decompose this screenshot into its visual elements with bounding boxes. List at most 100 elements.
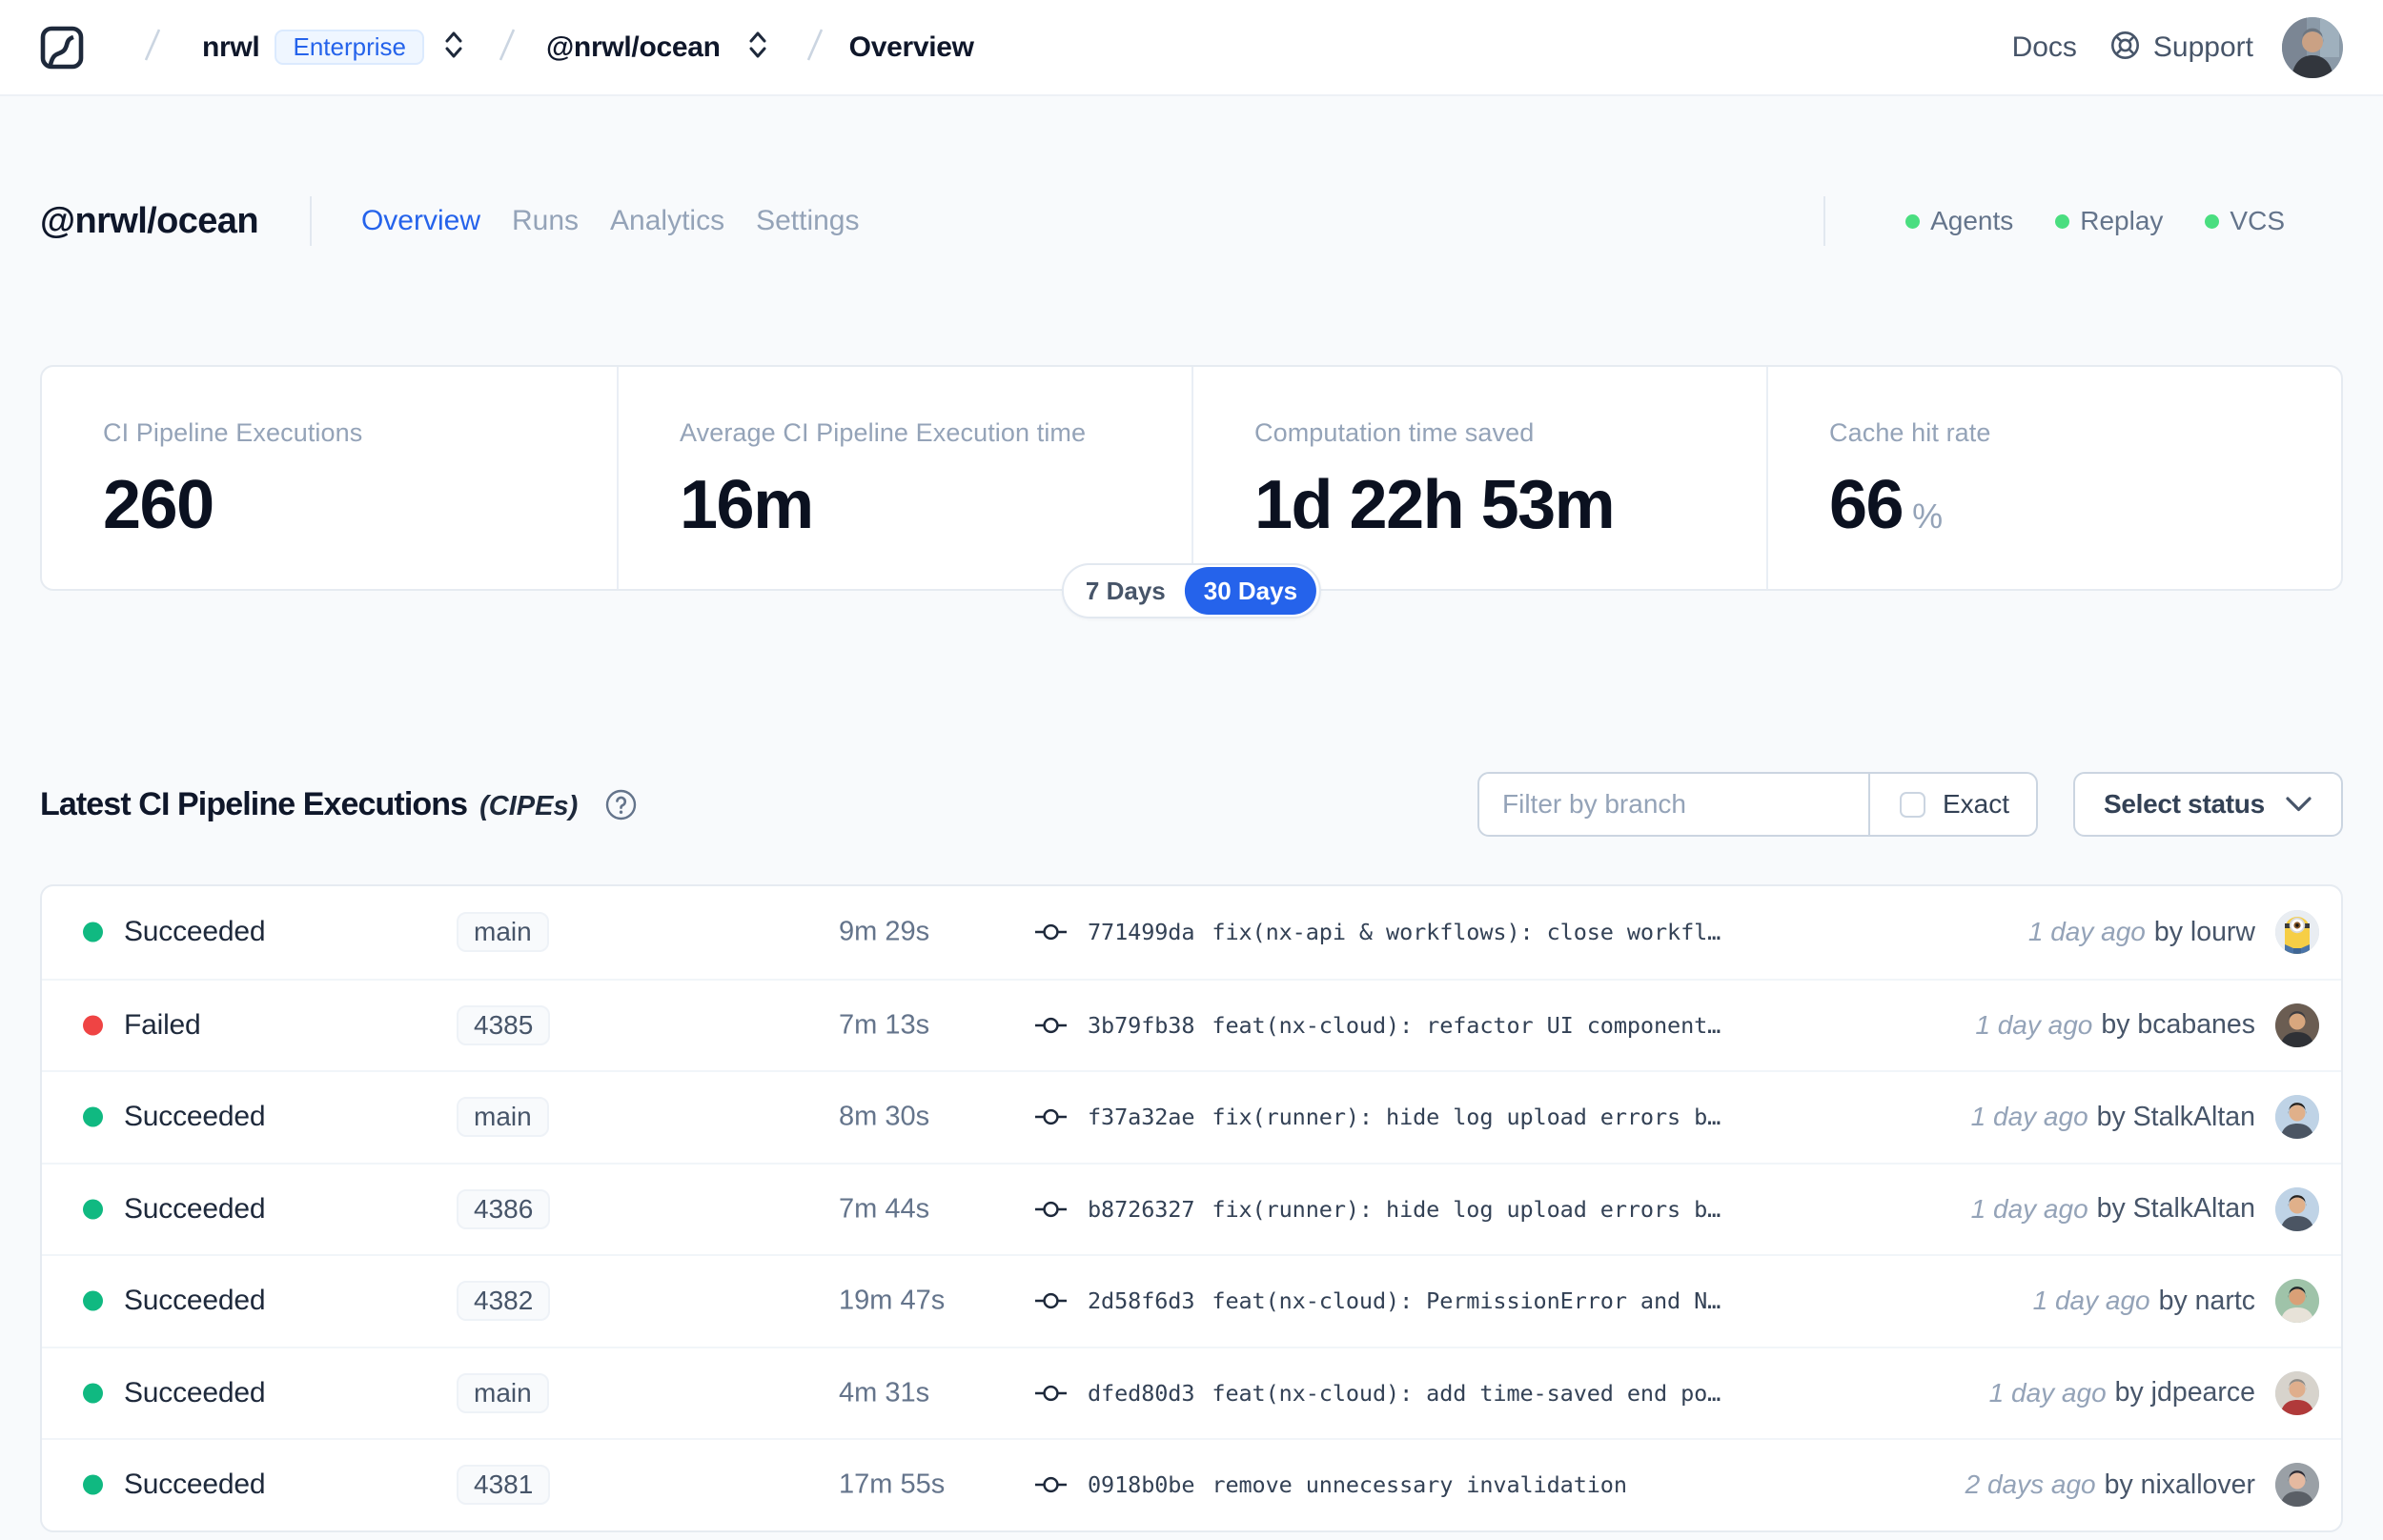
exact-label: Exact xyxy=(1942,789,2009,819)
status-dot xyxy=(83,1199,103,1220)
section-title: Latest CI Pipeline Executions xyxy=(40,785,468,822)
breadcrumb-workspace[interactable]: @nrwl/ocean xyxy=(545,30,721,63)
branch-badge[interactable]: main xyxy=(457,1097,549,1138)
breadcrumb-separator-icon xyxy=(144,23,161,71)
duration: 7m 44s xyxy=(839,1193,930,1225)
feature-status-indicators: Agents Replay VCS xyxy=(1823,196,2285,246)
branch-filter-input[interactable] xyxy=(1479,774,1868,835)
tab-analytics[interactable]: Analytics xyxy=(610,205,725,236)
duration: 7m 13s xyxy=(839,1009,930,1041)
status-label: Succeeded xyxy=(124,1192,266,1225)
commit: 3b79fb38 feat(nx-cloud): refactor UI com… xyxy=(1034,1012,1721,1039)
commit-icon xyxy=(1035,924,1067,941)
branch-badge[interactable]: 4385 xyxy=(457,1004,551,1045)
support-link[interactable]: Support xyxy=(2152,30,2253,63)
commit-hash: b8726327 xyxy=(1088,1195,1195,1223)
commit: b8726327 fix(runner): hide log upload er… xyxy=(1034,1196,1721,1223)
commit: dfed80d3 feat(nx-cloud): add time-saved … xyxy=(1034,1380,1721,1407)
author: by StalkAltan xyxy=(2096,1101,2255,1132)
commit-hash: dfed80d3 xyxy=(1088,1379,1195,1407)
author: by nartc xyxy=(2158,1285,2255,1316)
status-dot xyxy=(83,922,103,942)
divider xyxy=(309,196,312,246)
nx-cloud-logo[interactable] xyxy=(40,26,84,70)
author-avatar xyxy=(2275,1463,2319,1508)
top-navigation-bar: nrwl Enterprise @nrwl/ocean Overview xyxy=(0,0,2383,96)
author-cell: 1 day ago by lourw xyxy=(2028,910,2319,955)
author-avatar xyxy=(2275,1003,2319,1047)
cipe-row[interactable]: Succeeded main 8m 30s f37a32ae fix(runne… xyxy=(42,1070,2341,1163)
cipe-row[interactable]: Succeeded main 4m 31s dfed80d3 feat(nx-c… xyxy=(42,1346,2341,1439)
date-range-toggle: 7 Days 30 Days xyxy=(1061,563,1322,618)
enterprise-badge: Enterprise xyxy=(275,30,424,65)
status-label: Failed xyxy=(124,1008,201,1041)
status-select[interactable]: Select status xyxy=(2073,772,2343,837)
workspace-switcher-icon[interactable] xyxy=(746,28,769,67)
branch-badge[interactable]: main xyxy=(457,1372,549,1413)
branch-badge[interactable]: 4381 xyxy=(457,1465,551,1506)
author-avatar xyxy=(2275,1370,2319,1415)
time-ago: 1 day ago xyxy=(1975,1009,2093,1040)
commit-hash: f37a32ae xyxy=(1088,1104,1195,1131)
branch-badge[interactable]: main xyxy=(457,912,549,953)
branch-badge[interactable]: 4382 xyxy=(457,1281,551,1322)
commit-hash: 2d58f6d3 xyxy=(1088,1287,1195,1315)
status-label: Succeeded xyxy=(124,1285,266,1317)
green-dot-icon xyxy=(1905,213,1921,229)
status-replay[interactable]: Replay xyxy=(2055,206,2163,236)
tab-overview[interactable]: Overview xyxy=(360,205,480,236)
range-30-days-button[interactable]: 30 Days xyxy=(1184,567,1317,615)
stat-computation-time-saved: Computation time saved 1d 22h 53m xyxy=(1192,367,1766,589)
range-7-days-button[interactable]: 7 Days xyxy=(1067,567,1185,615)
commit-icon xyxy=(1035,1477,1067,1493)
author-cell: 1 day ago by jdpearce xyxy=(1989,1370,2319,1415)
breadcrumb-page: Overview xyxy=(848,30,974,63)
cipe-row[interactable]: Succeeded 4382 19m 47s 2d58f6d3 feat(nx-… xyxy=(42,1254,2341,1347)
cipe-row[interactable]: Succeeded main 9m 29s 771499da fix(nx-ap… xyxy=(42,886,2341,979)
commit-icon xyxy=(1035,1017,1067,1033)
time-ago: 1 day ago xyxy=(1970,1193,2088,1224)
duration: 9m 29s xyxy=(839,916,930,947)
breadcrumb: nrwl Enterprise @nrwl/ocean Overview xyxy=(40,23,974,71)
commit: f37a32ae fix(runner): hide log upload er… xyxy=(1034,1104,1721,1130)
org-switcher-icon[interactable] xyxy=(442,28,465,67)
cipe-row[interactable]: Failed 4385 7m 13s 3b79fb38 feat(nx-clou… xyxy=(42,978,2341,1071)
branch-filter-group: Exact xyxy=(1477,772,2038,837)
time-ago: 1 day ago xyxy=(1970,1102,2088,1132)
commit-icon xyxy=(1035,1109,1067,1125)
status-vcs[interactable]: VCS xyxy=(2205,206,2285,236)
exact-filter: Exact xyxy=(1867,774,2036,835)
docs-link[interactable]: Docs xyxy=(2011,30,2077,63)
commit-message: feat(nx-cloud): PermissionError and N… xyxy=(1212,1287,1721,1315)
commit-message: remove unnecessary invalidation xyxy=(1212,1471,1627,1499)
status-agents[interactable]: Agents xyxy=(1905,206,2013,236)
commit-hash: 3b79fb38 xyxy=(1088,1011,1195,1039)
commit-icon xyxy=(1035,1293,1067,1309)
breadcrumb-org[interactable]: nrwl xyxy=(202,30,260,63)
stat-average-execution-time: Average CI Pipeline Execution time 16m xyxy=(617,367,1192,589)
status-label: Succeeded xyxy=(124,916,266,948)
cipe-row[interactable]: Succeeded 4386 7m 44s b8726327 fix(runne… xyxy=(42,1162,2341,1255)
tab-settings[interactable]: Settings xyxy=(756,205,860,236)
author: by jdpearce xyxy=(2114,1377,2255,1408)
duration: 17m 55s xyxy=(839,1469,946,1500)
cipe-row[interactable]: Succeeded 4381 17m 55s 0918b0be remove u… xyxy=(42,1438,2341,1530)
chevron-down-icon xyxy=(2286,797,2312,812)
commit: 0918b0be remove unnecessary invalidation xyxy=(1034,1471,1627,1498)
topbar-actions: Docs Support xyxy=(2011,16,2343,78)
commit-icon xyxy=(1035,1385,1067,1401)
time-ago: 1 day ago xyxy=(2032,1286,2150,1316)
branch-badge[interactable]: 4386 xyxy=(457,1188,551,1229)
commit-hash: 771499da xyxy=(1088,919,1195,946)
user-avatar[interactable] xyxy=(2282,16,2343,78)
tab-runs[interactable]: Runs xyxy=(511,205,580,236)
commit-message: fix(nx-api & workflows): close workfl… xyxy=(1212,919,1721,946)
workspace-nav: Overview Runs Analytics Settings xyxy=(361,205,860,237)
duration: 8m 30s xyxy=(839,1101,930,1132)
commit-message: feat(nx-cloud): refactor UI component… xyxy=(1212,1011,1721,1039)
status-dot xyxy=(83,1290,103,1311)
exact-checkbox[interactable] xyxy=(1899,791,1925,818)
help-icon[interactable] xyxy=(605,789,637,821)
commit-message: feat(nx-cloud): add time-saved end po… xyxy=(1212,1379,1721,1407)
